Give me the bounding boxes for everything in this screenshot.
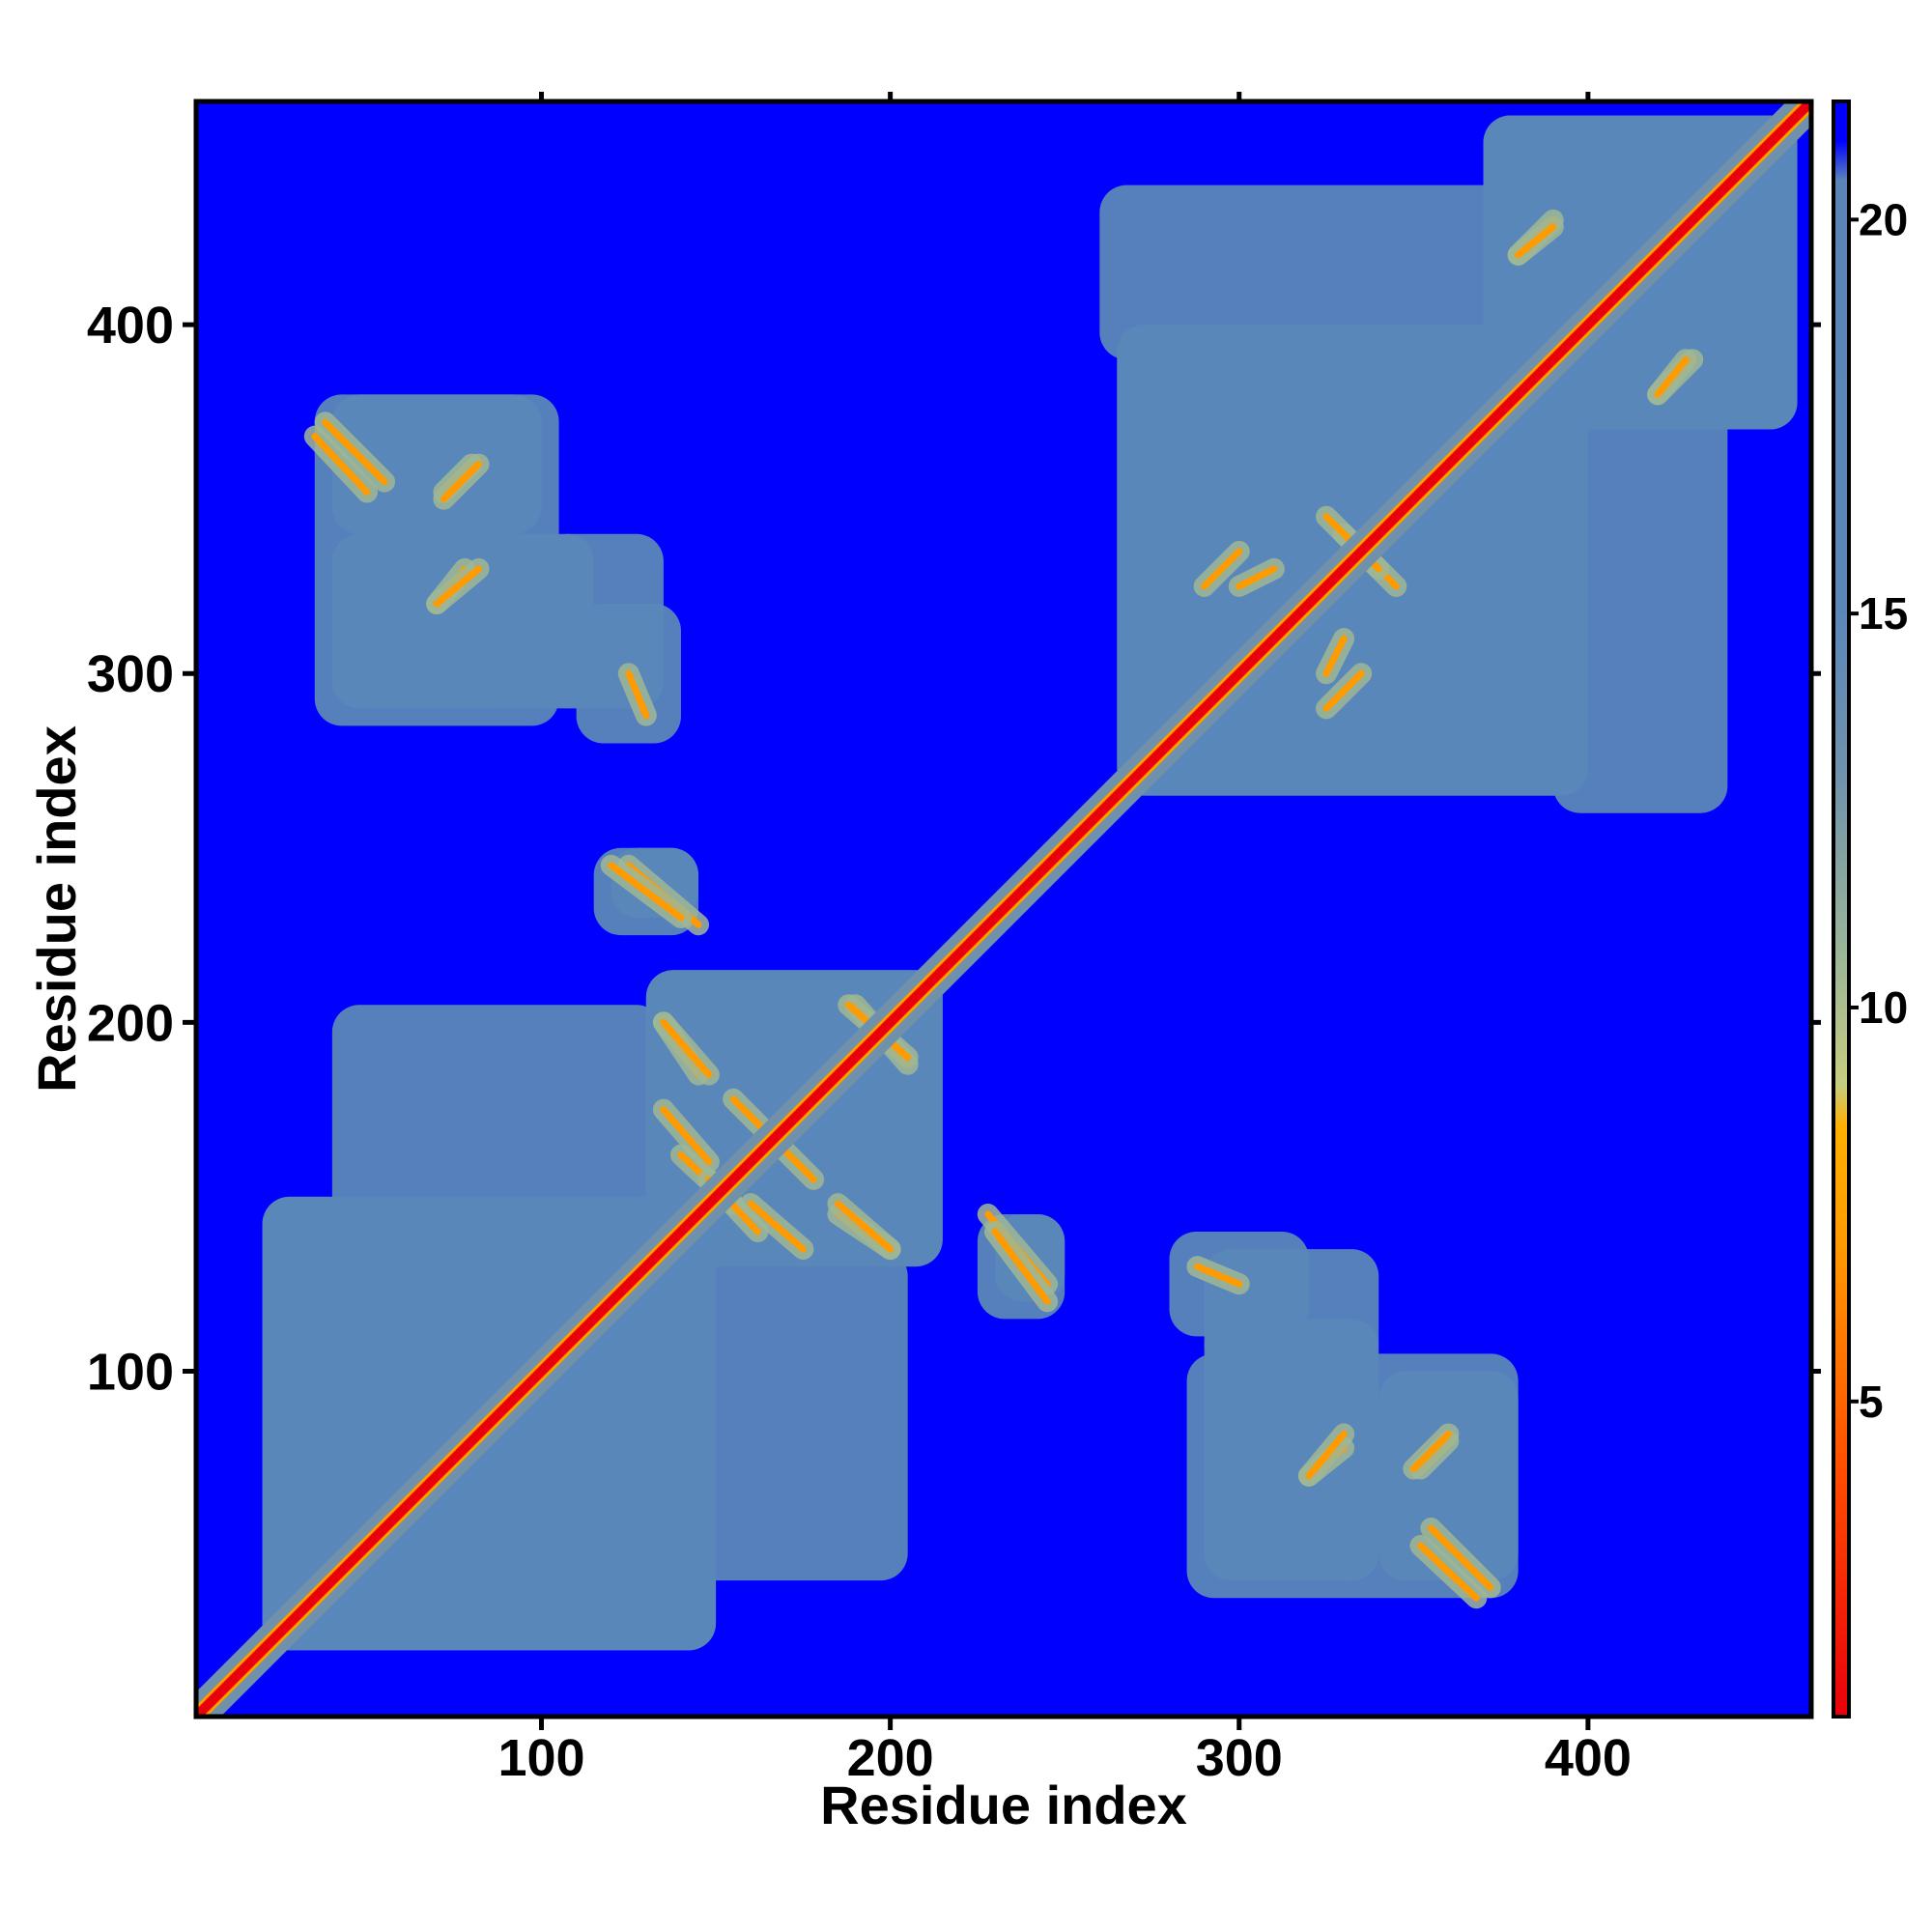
strand-contact [747, 1200, 807, 1253]
y-tick-label: 300 [87, 645, 174, 703]
strand-contact-mirror [433, 565, 483, 608]
colorbar-ticks: 5 10 15 20 [1849, 194, 1908, 1427]
strand-contact [1409, 1430, 1452, 1473]
strand-contact-mirror [311, 433, 371, 496]
strand-contact [1201, 548, 1243, 590]
colorbar: 5 10 15 20 [1832, 99, 1908, 1719]
contact-region [645, 1249, 908, 1581]
diagonal-layer [196, 101, 1811, 1717]
strand-contact-mirror [1322, 669, 1365, 712]
colorbar-scale [1832, 99, 1851, 1719]
strand-contact [625, 669, 650, 720]
strand-contact [834, 1200, 895, 1253]
x-tick-label: 300 [1196, 1729, 1283, 1787]
y-axis: 100 200 300 400 [87, 297, 1821, 1401]
strand-contact-mirror [660, 1106, 713, 1166]
strand-contact [1417, 1542, 1480, 1602]
contact-region [1204, 1249, 1379, 1372]
colorbar-tick-label: 20 [1859, 194, 1908, 244]
y-tick-label: 400 [87, 297, 174, 355]
strand-contact-mirror [608, 862, 685, 922]
strand-contact [1654, 355, 1690, 398]
y-axis-title: Residue index [26, 725, 87, 1093]
strand-contact [322, 418, 388, 486]
colorbar-tick-label: 15 [1859, 588, 1908, 639]
strand-contact-mirror [1193, 1263, 1243, 1288]
diagonal-core [196, 101, 1811, 1717]
strand-contact-mirror [660, 1018, 713, 1079]
contact-region-mirror [331, 1005, 664, 1267]
contact-region-mirror [331, 394, 542, 534]
x-tick-label: 100 [497, 1729, 584, 1787]
x-axis: 100 200 300 400 [497, 92, 1632, 1787]
strand-contact-mirror [1515, 223, 1557, 259]
heatmap-plot-area [196, 101, 1811, 1717]
y-tick-label: 100 [87, 1343, 174, 1401]
strand-contacts-layer [303, 209, 1704, 1609]
strand-contact [991, 1228, 1051, 1305]
contact-region-mirror [541, 533, 664, 709]
colorbar-tick-label: 5 [1859, 1377, 1884, 1427]
plot-frame [193, 99, 1814, 1719]
x-axis-title: Residue index [820, 1775, 1187, 1835]
y-tick-label: 200 [87, 994, 174, 1052]
contact-region [1204, 1319, 1379, 1581]
strand-contact-mirror [440, 461, 483, 503]
x-tick-label: 400 [1545, 1729, 1632, 1787]
strand-contact [1322, 635, 1348, 677]
contact-region-mirror [331, 533, 594, 709]
strand-contact-mirror [1427, 1524, 1494, 1591]
x-tick-label: 200 [847, 1729, 934, 1787]
strand-contact-mirror [1236, 565, 1278, 590]
contact-region [1378, 1371, 1519, 1581]
strand-contact [1305, 1430, 1348, 1480]
colorbar-tick-label: 10 [1859, 982, 1908, 1033]
